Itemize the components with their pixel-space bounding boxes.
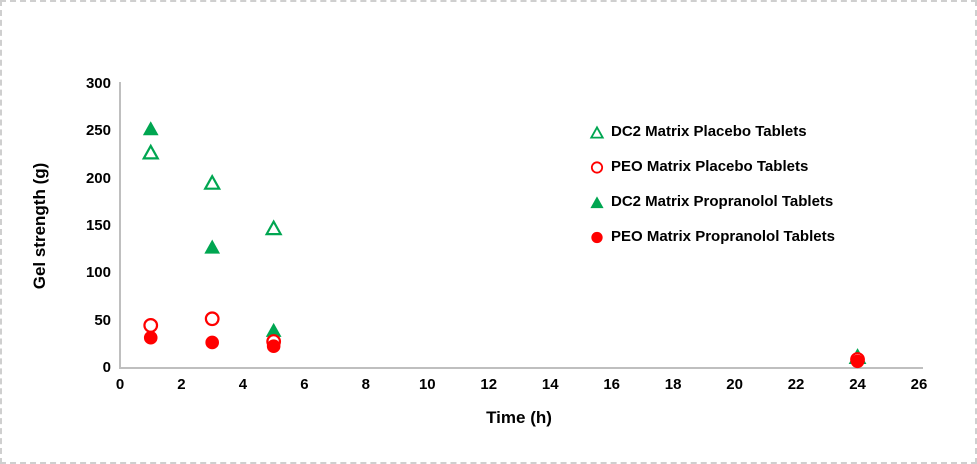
circle-filled-marker <box>591 231 603 243</box>
legend-marker-circle-open <box>590 160 604 174</box>
triangle-open-marker <box>141 143 160 160</box>
legend-label: DC2 Matrix Placebo Tablets <box>611 123 807 140</box>
triangle-open-marker <box>264 219 283 236</box>
circle-open-marker <box>590 160 604 174</box>
legend-label: PEO Matrix Placebo Tablets <box>611 158 809 175</box>
triangle-open-marker <box>203 173 222 190</box>
x-axis-title: Time (h) <box>486 408 552 427</box>
y-axis-title: Gel strength (g) <box>30 162 49 290</box>
x-tick-label: 0 <box>115 376 125 393</box>
legend-item: PEO Matrix Placebo Tablets <box>589 149 835 184</box>
triangle-filled-marker <box>590 195 604 208</box>
x-tick-label: 2 <box>177 376 186 393</box>
legend-label: DC2 Matrix Propranolol Tablets <box>611 193 834 210</box>
legend-item: DC2 Matrix Placebo Tablets <box>589 114 835 149</box>
triangle-filled-marker <box>204 239 221 254</box>
circle-filled-marker <box>266 339 281 354</box>
y-tick-label: 250 <box>85 122 111 140</box>
legend-item: PEO Matrix Propranolol Tablets <box>589 219 835 254</box>
x-tick-label: 16 <box>603 376 621 393</box>
y-tick-label: 50 <box>94 311 111 329</box>
x-tick-label: 26 <box>910 376 928 393</box>
y-tick-label: 300 <box>85 75 111 92</box>
y-tick-label: 200 <box>85 169 111 187</box>
triangle-open-marker <box>589 125 605 139</box>
x-tick-label: 24 <box>849 376 866 393</box>
circle-filled-marker <box>850 354 865 369</box>
circle-filled-marker <box>205 335 219 350</box>
x-tick-label: 20 <box>726 376 743 393</box>
circle-filled-marker <box>143 330 158 345</box>
legend-marker-circle-solid <box>591 231 603 243</box>
x-tick-label: 6 <box>300 376 309 393</box>
legend: DC2 Matrix Placebo Tablets PEO Matrix Pla… <box>589 114 835 254</box>
x-tick-label: 22 <box>787 376 805 393</box>
x-tick-label: 12 <box>480 376 498 393</box>
x-tick-label: 18 <box>664 376 682 393</box>
legend-marker-triangle-open <box>589 125 605 139</box>
triangle-filled-marker <box>142 121 159 136</box>
y-tick-label: 150 <box>85 217 111 234</box>
x-tick-label: 10 <box>418 376 436 393</box>
x-tick-label: 14 <box>541 376 559 393</box>
circle-open-marker <box>204 311 220 327</box>
legend-label: PEO Matrix Propranolol Tablets <box>611 228 835 245</box>
x-tick-label: 4 <box>238 376 248 393</box>
y-tick-label: 0 <box>102 359 111 376</box>
legend-item: DC2 Matrix Propranolol Tablets <box>589 184 835 219</box>
legend-marker-triangle-solid <box>590 195 604 208</box>
circle-open-marker <box>143 318 159 333</box>
x-tick-label: 8 <box>361 376 371 393</box>
y-tick-label: 100 <box>85 264 111 282</box>
